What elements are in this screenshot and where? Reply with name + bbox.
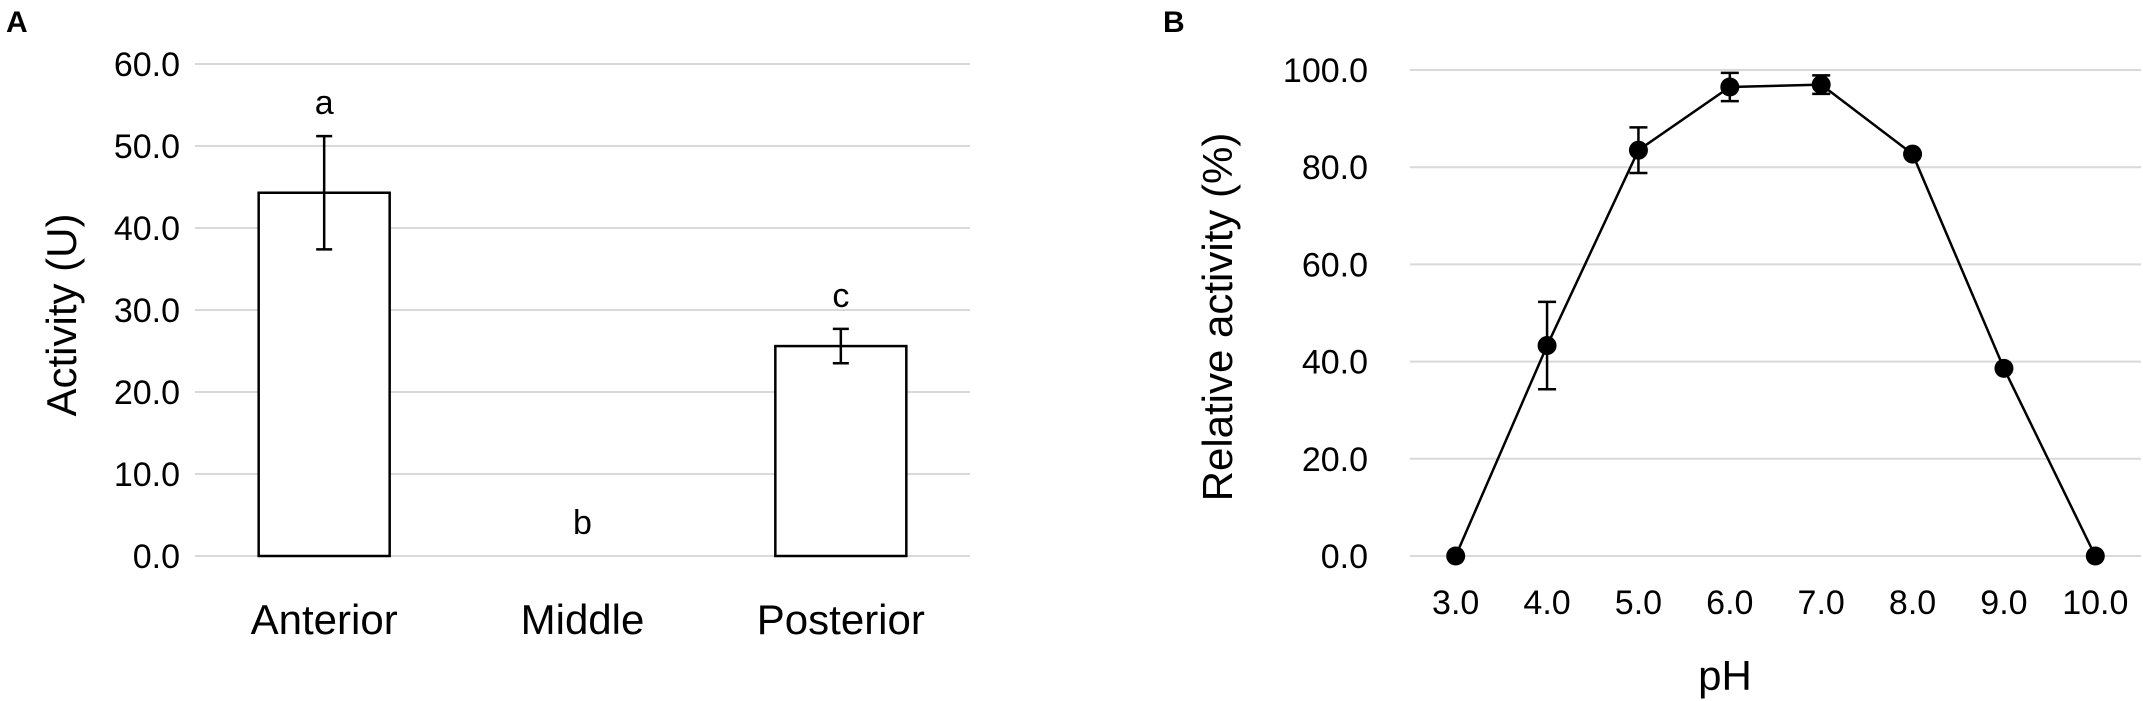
panel-b-data-point — [1994, 358, 2014, 378]
panel-b-y-tick-label: 20.0 — [1302, 441, 1368, 479]
panel-b: B 0.0 20.0 40.0 60.0 80.0 100.0 3.0 4.0 5.0 6.0 7… — [1163, 6, 2141, 699]
panel-b-letter: B — [1163, 6, 1185, 39]
panel-b-markers — [1446, 75, 2105, 566]
panel-a-y-tick-label: 0.0 — [133, 538, 180, 576]
panel-a-y-tick-label: 60.0 — [114, 46, 180, 84]
panel-b-x-tick-label: 6.0 — [1706, 584, 1753, 622]
panel-b-y-tick-label: 80.0 — [1302, 149, 1368, 187]
panel-a-y-tick-label: 20.0 — [114, 374, 180, 412]
panel-a-y-axis-title: Activity (U) — [38, 214, 85, 417]
panel-a-error-bar — [832, 327, 849, 365]
panel-b-data-point — [1903, 144, 1923, 164]
panel-a-y-tick-label: 50.0 — [114, 128, 180, 166]
panel-b-y-tick-label: 0.0 — [1321, 538, 1368, 576]
panel-a-bar-posterior — [774, 344, 908, 558]
panel-b-y-tick-label: 60.0 — [1302, 246, 1368, 284]
panel-b-x-tick-labels: 3.0 4.0 5.0 6.0 7.0 8.0 9.0 10.0 — [1432, 584, 2128, 622]
panel-a-annotation: b — [573, 504, 592, 542]
panel-b-y-tick-labels: 0.0 20.0 40.0 60.0 80.0 100.0 — [1283, 52, 1368, 576]
panel-b-x-tick-label: 10.0 — [2062, 584, 2128, 622]
panel-a-bars — [257, 191, 908, 558]
panel-b-x-tick-label: 4.0 — [1523, 584, 1570, 622]
panel-a-error-bars — [316, 134, 849, 365]
panel-a-category-labels: Anterior Middle Posterior — [251, 596, 925, 643]
panel-b-y-axis-title: Relative activity (%) — [1194, 133, 1241, 502]
panel-b-x-tick-label: 8.0 — [1889, 584, 1936, 622]
panel-a-category-label: Anterior — [251, 596, 398, 643]
panel-a-y-tick-label: 40.0 — [114, 210, 180, 248]
panel-b-error-bars — [1538, 71, 1831, 391]
panel-a-error-bar — [316, 134, 333, 251]
panel-b-data-point — [2085, 546, 2105, 566]
panel-a-y-tick-label: 10.0 — [114, 456, 180, 494]
panel-b-y-tick-label: 40.0 — [1302, 344, 1368, 382]
panel-a: A 0.0 10.0 20.0 30.0 40.0 50.0 60.0 a b c Anteri… — [6, 6, 970, 643]
panel-b-data-point — [1811, 75, 1831, 95]
panel-a-y-tick-labels: 0.0 10.0 20.0 30.0 40.0 50.0 60.0 — [114, 46, 180, 576]
panel-a-category-label: Posterior — [757, 596, 925, 643]
panel-b-data-point — [1628, 140, 1648, 160]
panel-a-annotation: a — [315, 84, 334, 122]
panel-b-x-tick-label: 9.0 — [1980, 584, 2027, 622]
panel-b-x-tick-label: 5.0 — [1615, 584, 1662, 622]
panel-b-data-point — [1446, 546, 1466, 566]
panel-b-y-tick-label: 100.0 — [1283, 52, 1368, 90]
panel-b-x-axis-title: pH — [1698, 652, 1752, 699]
panel-b-series-line — [1454, 83, 2097, 557]
panel-a-annotation: c — [832, 277, 849, 315]
panel-a-y-tick-label: 30.0 — [114, 292, 180, 330]
panel-b-gridlines — [1410, 69, 2141, 557]
panel-a-annotations: a b c — [315, 84, 850, 542]
panel-a-bar-anterior — [257, 191, 391, 558]
panel-b-data-point — [1720, 77, 1740, 97]
panel-a-category-label: Middle — [521, 596, 645, 643]
panel-b-x-tick-label: 7.0 — [1798, 584, 1845, 622]
panel-b-data-point — [1537, 336, 1557, 356]
panel-b-x-tick-label: 3.0 — [1432, 584, 1479, 622]
panel-a-letter: A — [6, 6, 28, 39]
